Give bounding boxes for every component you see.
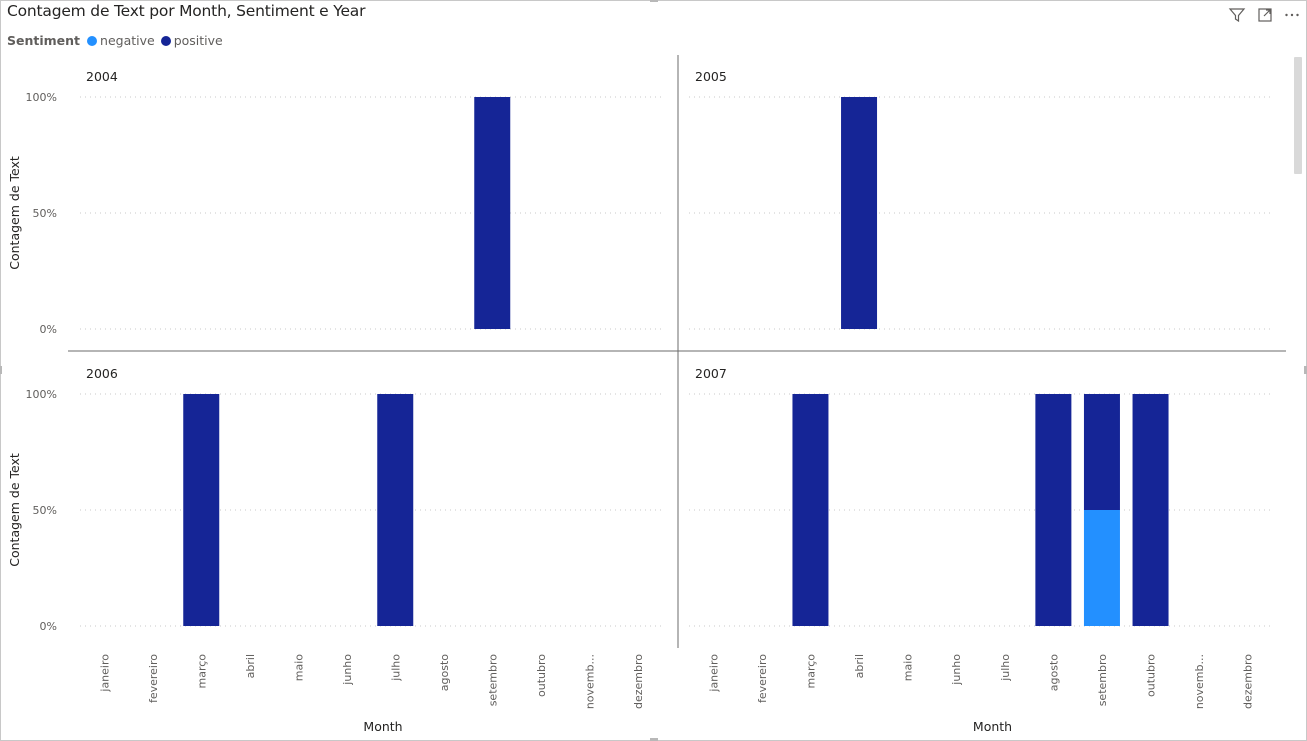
x-tick-label: novemb... [1193,654,1206,709]
y-axis-title: Contagem de Text [7,453,22,567]
resize-handle-bottom[interactable] [650,738,658,741]
x-tick-label: maio [902,654,915,682]
x-tick-label: abril [853,654,866,678]
x-tick-label: dezembro [632,654,645,709]
bar-2007-positive [792,394,829,626]
panel-title-2004: 2004 [86,69,118,84]
more-options-icon[interactable] [1283,6,1301,24]
x-tick-label: setembro [486,654,499,707]
x-tick-label: janeiro [707,654,720,693]
x-tick-label: outubro [535,654,548,697]
x-tick-label: agosto [438,654,451,691]
x-tick-label: fevereiro [756,654,769,703]
legend: Sentiment negative positive [7,33,229,48]
bar-2006-positive [183,394,220,626]
x-tick-label: abril [244,654,257,678]
bar-2004-positive [474,97,511,329]
panel-title-2007: 2007 [695,366,727,381]
x-tick-label: janeiro [98,654,111,693]
x-tick-label: setembro [1096,654,1109,707]
x-tick-label: agosto [1047,654,1060,691]
y-tick-label: 0% [40,323,57,336]
x-axis-title: Month [973,719,1012,734]
bar-2007-negative [1083,510,1120,626]
chart-title: Contagem de Text por Month, Sentiment e … [7,2,366,20]
panel-2007: 2007 janeiro fevereiro março abril maio junho j… [689,366,1272,734]
panel-2006: 2006 0% 50% 100% Contagem de Text janeiro feve… [7,366,662,734]
panel-2004: 2004 0% 50% 100% Contagem de Text [7,69,662,336]
focus-mode-icon[interactable] [1256,6,1274,24]
legend-title: Sentiment [7,33,81,48]
panel-title-2005: 2005 [695,69,727,84]
resize-handle-left[interactable] [0,366,2,374]
y-tick-label: 50% [33,504,57,517]
panel-2005: 2005 [689,69,1272,330]
bar-2007-positive [1035,394,1072,626]
bar-2006-positive [377,394,414,626]
bar-2007-positive [1083,394,1120,510]
x-axis-title: Month [363,719,402,734]
x-tick-label: julho [389,654,402,682]
legend-item-negative[interactable]: negative [87,33,155,48]
x-tick-label: junho [341,654,354,686]
legend-item-positive[interactable]: positive [160,33,223,48]
resize-handle-top[interactable] [650,0,658,2]
y-tick-label: 100% [26,388,57,401]
y-axis-title: Contagem de Text [7,156,22,270]
y-tick-label: 0% [40,620,57,633]
legend-dot-positive [160,35,171,46]
filter-icon[interactable] [1228,6,1246,24]
x-tick-label: março [195,654,208,689]
vertical-scrollbar[interactable] [1294,57,1302,174]
x-tick-label: novemb... [583,654,596,709]
x-tick-label: julho [999,654,1012,682]
resize-handle-right[interactable] [1304,366,1307,374]
bar-2007-positive [1132,394,1169,626]
x-tick-label: junho [950,654,963,686]
x-tick-label: março [804,654,817,689]
legend-label-negative: negative [100,33,155,48]
legend-dot-negative [87,35,98,46]
x-tick-label: outubro [1145,654,1158,697]
y-tick-label: 100% [26,91,57,104]
bar-2005-positive [841,97,878,329]
x-tick-label: maio [292,654,305,682]
x-tick-label: dezembro [1242,654,1255,709]
y-tick-label: 50% [33,207,57,220]
legend-label-positive: positive [173,33,223,48]
panel-title-2006: 2006 [86,366,118,381]
x-tick-label: fevereiro [147,654,160,703]
